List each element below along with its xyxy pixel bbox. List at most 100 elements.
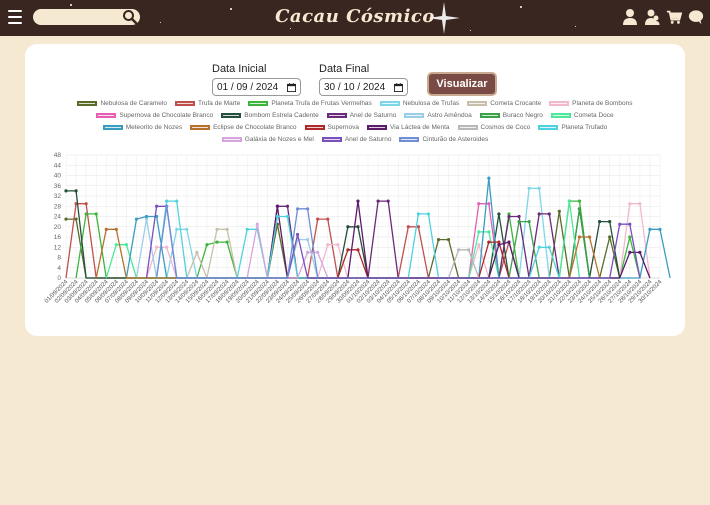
legend-swatch bbox=[538, 125, 559, 130]
data-point bbox=[577, 235, 582, 239]
star-decoration bbox=[520, 6, 522, 8]
legend-row: Nebulosa de Caramelo Trufa de Marte Planet… bbox=[0, 100, 710, 107]
data-point bbox=[628, 222, 632, 226]
calendar-icon[interactable] bbox=[287, 82, 296, 92]
data-point bbox=[507, 240, 511, 244]
series-line bbox=[186, 228, 238, 279]
data-point bbox=[537, 186, 541, 190]
legend-label: Astro Amêndoa bbox=[427, 112, 472, 119]
legend-label: Buraco Negro bbox=[502, 112, 543, 119]
data-point bbox=[356, 248, 360, 252]
legend-item[interactable]: Trufa de Marte bbox=[174, 100, 240, 107]
series-line bbox=[125, 177, 671, 279]
y-tick-label: 0 bbox=[57, 275, 61, 282]
legend-item[interactable]: Via Láctea de Menta bbox=[367, 124, 450, 131]
legend-label: Nebulosa de Trufas bbox=[402, 100, 460, 107]
search-icon[interactable] bbox=[122, 9, 138, 25]
legend-label: Cometa Doce bbox=[573, 112, 614, 119]
legend-item[interactable]: Cinturão de Asteroides bbox=[399, 136, 488, 143]
legend-swatch bbox=[550, 113, 571, 118]
data-point bbox=[517, 220, 521, 224]
legend-swatch bbox=[549, 101, 570, 106]
legend-item[interactable]: Cometa Doce bbox=[550, 112, 614, 119]
cart-icon[interactable] bbox=[666, 8, 682, 26]
data-point bbox=[487, 176, 491, 180]
legend-swatch bbox=[102, 125, 123, 130]
y-tick-label: 20 bbox=[54, 224, 62, 231]
data-point bbox=[426, 212, 431, 216]
data-point bbox=[346, 248, 350, 252]
legend-item[interactable]: Meteorito de Nozes bbox=[102, 124, 182, 131]
data-point bbox=[306, 237, 310, 242]
data-point bbox=[587, 235, 592, 239]
data-point bbox=[326, 243, 330, 247]
top-navbar: Cacau Cósmico bbox=[0, 0, 710, 36]
legend-item[interactable]: Planeta de Bombons bbox=[549, 100, 633, 107]
legend-item[interactable]: Nebulosa de Caramelo bbox=[77, 100, 167, 107]
visualize-button[interactable]: Visualizar bbox=[427, 72, 497, 96]
data-point bbox=[507, 212, 511, 216]
data-point bbox=[497, 243, 501, 247]
series-line bbox=[468, 203, 500, 279]
legend-item[interactable]: Supernova bbox=[304, 124, 359, 131]
legend-item[interactable]: Astro Amêndoa bbox=[404, 112, 472, 119]
data-point bbox=[497, 240, 501, 244]
legend-item[interactable]: Buraco Negro bbox=[479, 112, 543, 119]
legend-item[interactable]: Planeta Trufado bbox=[538, 124, 607, 131]
legend-item[interactable]: Eclipse de Chocolate Branco bbox=[190, 124, 297, 131]
end-date-input[interactable]: 30 / 10 / 2024 bbox=[319, 78, 408, 96]
data-point bbox=[608, 220, 612, 224]
data-point bbox=[275, 204, 280, 208]
data-point bbox=[477, 230, 481, 234]
search-bar[interactable] bbox=[33, 9, 140, 30]
data-point bbox=[356, 225, 360, 229]
legend-item[interactable]: Bombom Estrela Cadente bbox=[221, 112, 319, 119]
site-title[interactable]: Cacau Cósmico bbox=[275, 6, 435, 27]
data-point bbox=[295, 207, 300, 211]
data-point bbox=[144, 214, 149, 219]
chat-icon[interactable] bbox=[688, 8, 704, 26]
legend-item[interactable]: Planeta Trufa de Frutas Vermelhas bbox=[248, 100, 372, 107]
users-icon[interactable] bbox=[644, 8, 660, 26]
start-date-value: 01 / 09 / 2024 bbox=[217, 81, 279, 93]
legend-label: Cosmos de Coco bbox=[480, 124, 531, 131]
data-point bbox=[547, 212, 551, 216]
data-point bbox=[477, 202, 481, 206]
calendar-icon[interactable] bbox=[394, 82, 403, 92]
legend-label: Anel de Saturno bbox=[344, 136, 392, 143]
legend-label: Planeta Trufa de Frutas Vermelhas bbox=[271, 100, 372, 107]
legend-item[interactable]: Cosmos de Coco bbox=[457, 124, 531, 131]
legend-swatch bbox=[326, 113, 347, 118]
legend-swatch bbox=[304, 125, 325, 130]
data-point bbox=[577, 199, 582, 203]
data-point bbox=[527, 186, 531, 190]
menu-icon[interactable] bbox=[8, 10, 22, 24]
start-date-input[interactable]: 01 / 09 / 2024 bbox=[212, 78, 301, 96]
star-decoration bbox=[230, 8, 232, 10]
legend-item[interactable]: Cometa Crocante bbox=[467, 100, 541, 107]
user-icon[interactable] bbox=[622, 8, 638, 26]
y-tick-label: 24 bbox=[54, 214, 62, 221]
legend-label: Via Láctea de Menta bbox=[390, 124, 450, 131]
y-tick-label: 40 bbox=[54, 173, 62, 180]
legend-label: Nebulosa de Caramelo bbox=[100, 100, 167, 107]
data-point bbox=[64, 217, 68, 221]
data-point bbox=[628, 235, 632, 239]
legend-item[interactable]: Galáxia de Nozes e Mel bbox=[221, 136, 314, 143]
data-point bbox=[376, 199, 380, 203]
data-point bbox=[205, 243, 209, 247]
legend-item[interactable]: Anel de Saturno bbox=[321, 136, 392, 143]
data-point bbox=[84, 212, 88, 216]
legend-item[interactable]: Supernova de Chocolate Branco bbox=[96, 112, 213, 119]
legend-item[interactable]: Anel de Saturno bbox=[326, 112, 396, 119]
data-point bbox=[124, 243, 129, 247]
legend-label: Supernova bbox=[327, 124, 359, 131]
search-input[interactable] bbox=[41, 14, 133, 30]
legend-swatch bbox=[399, 137, 420, 142]
y-tick-label: 12 bbox=[54, 244, 62, 251]
data-point bbox=[467, 248, 471, 252]
legend-label: Planeta de Bombons bbox=[572, 100, 633, 107]
data-point bbox=[487, 230, 491, 234]
legend-item[interactable]: Nebulosa de Trufas bbox=[379, 100, 460, 107]
legend-swatch bbox=[457, 125, 478, 130]
